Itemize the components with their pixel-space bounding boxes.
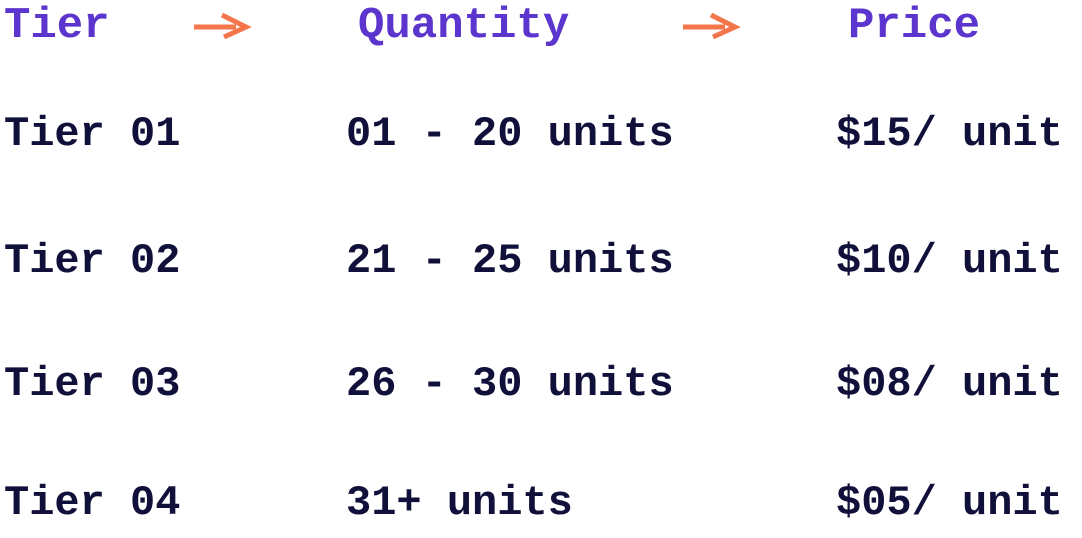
column-header-price: Price bbox=[848, 1, 981, 51]
tier-cell: Tier 02 bbox=[4, 237, 181, 285]
column-header-tier: Tier bbox=[4, 1, 110, 51]
price-cell: $10/ unit bbox=[836, 237, 1063, 285]
arrow-right-icon bbox=[194, 12, 252, 40]
price-cell: $05/ unit bbox=[836, 479, 1063, 527]
column-header-quantity: Quantity bbox=[358, 1, 570, 51]
arrow-right-icon bbox=[683, 12, 741, 40]
tier-cell: Tier 04 bbox=[4, 479, 181, 527]
price-cell: $08/ unit bbox=[836, 360, 1063, 408]
tier-cell: Tier 03 bbox=[4, 360, 181, 408]
quantity-cell: 26 - 30 units bbox=[346, 360, 674, 408]
quantity-cell: 01 - 20 units bbox=[346, 110, 674, 158]
quantity-cell: 31+ units bbox=[346, 479, 573, 527]
price-cell: $15/ unit bbox=[836, 110, 1063, 158]
quantity-cell: 21 - 25 units bbox=[346, 237, 674, 285]
tier-cell: Tier 01 bbox=[4, 110, 181, 158]
